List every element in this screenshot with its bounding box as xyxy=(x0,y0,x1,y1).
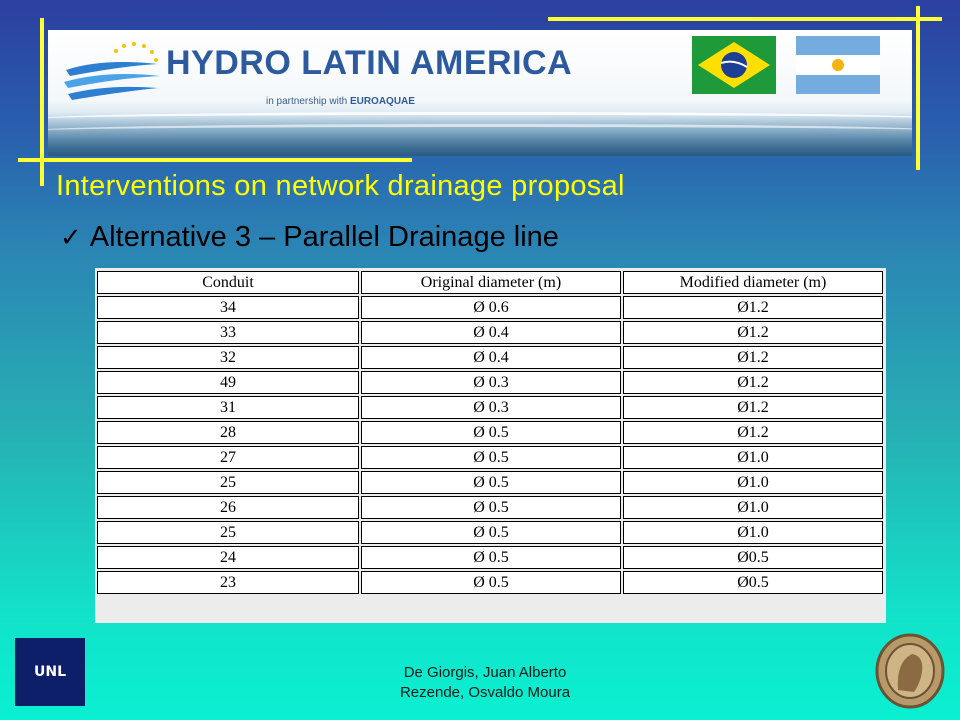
cell-modified-diameter: Ø1.0 xyxy=(622,496,883,519)
table-row: 49 Ø 0.3 Ø1.2 xyxy=(97,371,883,394)
cell-conduit: 28 xyxy=(97,421,359,444)
slide-subtitle: ✓ Alternative 3 – Parallel Drainage line xyxy=(60,221,559,254)
header-banner: HYDRO LATIN AMERICA in partnership with … xyxy=(48,30,912,156)
cell-original-diameter: Ø 0.3 xyxy=(360,396,621,419)
cell-original-diameter: Ø 0.4 xyxy=(360,321,621,344)
brazil-flag-icon xyxy=(692,36,776,94)
unl-logo: UNL xyxy=(15,638,85,706)
cell-original-diameter: Ø 0.4 xyxy=(360,346,621,369)
cell-conduit: 25 xyxy=(97,471,359,494)
checkmark-icon: ✓ xyxy=(60,222,82,252)
frame-line-bottom xyxy=(18,158,412,162)
frame-line-top xyxy=(548,17,942,21)
hydro-latin-america-logo-text: HYDRO LATIN AMERICA xyxy=(166,44,573,82)
cell-conduit: 32 xyxy=(97,346,359,369)
hydro-logo-icon xyxy=(64,42,160,100)
cell-conduit: 25 xyxy=(97,521,359,544)
cell-modified-diameter: Ø1.2 xyxy=(622,321,883,344)
table-row: 32 Ø 0.4 Ø1.2 xyxy=(97,346,883,369)
header-original-diameter: Original diameter (m) xyxy=(360,271,621,294)
diameter-table: Conduit Original diameter (m) Modified d… xyxy=(95,269,885,596)
cell-modified-diameter: Ø1.2 xyxy=(622,421,883,444)
cell-modified-diameter: Ø1.2 xyxy=(622,346,883,369)
cell-original-diameter: Ø 0.5 xyxy=(360,446,621,469)
table-row: 34 Ø 0.6 Ø1.2 xyxy=(97,296,883,319)
partnership-text: in partnership with EUROAQUAE xyxy=(266,96,415,107)
cell-original-diameter: Ø 0.3 xyxy=(360,371,621,394)
cell-modified-diameter: Ø1.2 xyxy=(622,296,883,319)
table-row: 31 Ø 0.3 Ø1.2 xyxy=(97,396,883,419)
cell-conduit: 31 xyxy=(97,396,359,419)
cell-original-diameter: Ø 0.5 xyxy=(360,546,621,569)
cell-conduit: 26 xyxy=(97,496,359,519)
frame-line-right xyxy=(916,6,920,170)
author-line-1: De Giorgis, Juan Alberto xyxy=(403,664,567,681)
cell-conduit: 34 xyxy=(97,296,359,319)
cell-modified-diameter: Ø1.0 xyxy=(622,471,883,494)
author-footer: De Giorgis, Juan Alberto Rezende, Osvald… xyxy=(340,663,630,703)
table-row: 28 Ø 0.5 Ø1.2 xyxy=(97,421,883,444)
header-conduit: Conduit xyxy=(97,271,359,294)
cell-conduit: 27 xyxy=(97,446,359,469)
cell-original-diameter: Ø 0.5 xyxy=(360,571,621,594)
cell-conduit: 23 xyxy=(97,571,359,594)
table-row: 25 Ø 0.5 Ø1.0 xyxy=(97,471,883,494)
cell-modified-diameter: Ø1.0 xyxy=(622,446,883,469)
cell-conduit: 49 xyxy=(97,371,359,394)
table-row: 25 Ø 0.5 Ø1.0 xyxy=(97,521,883,544)
slide-title: Interventions on network drainage propos… xyxy=(56,170,625,202)
table-row: 26 Ø 0.5 Ø1.0 xyxy=(97,496,883,519)
cell-original-diameter: Ø 0.5 xyxy=(360,496,621,519)
header-modified-diameter: Modified diameter (m) xyxy=(622,271,883,294)
table-row: 23 Ø 0.5 Ø0.5 xyxy=(97,571,883,594)
cell-modified-diameter: Ø1.2 xyxy=(622,396,883,419)
university-seal-icon xyxy=(875,633,945,709)
author-line-2: Rezende, Osvaldo Moura xyxy=(399,684,571,701)
cell-original-diameter: Ø 0.5 xyxy=(360,521,621,544)
cell-conduit: 33 xyxy=(97,321,359,344)
table-row: 33 Ø 0.4 Ø1.2 xyxy=(97,321,883,344)
cell-original-diameter: Ø 0.5 xyxy=(360,471,621,494)
frame-line-left xyxy=(40,18,44,186)
argentina-flag-icon xyxy=(796,36,880,94)
diameter-table-container: Conduit Original diameter (m) Modified d… xyxy=(95,268,886,623)
table-row: 27 Ø 0.5 Ø1.0 xyxy=(97,446,883,469)
cell-modified-diameter: Ø0.5 xyxy=(622,546,883,569)
cell-modified-diameter: Ø1.0 xyxy=(622,521,883,544)
cell-modified-diameter: Ø1.2 xyxy=(622,371,883,394)
table-header-row: Conduit Original diameter (m) Modified d… xyxy=(97,271,883,294)
cell-original-diameter: Ø 0.5 xyxy=(360,421,621,444)
cell-modified-diameter: Ø0.5 xyxy=(622,571,883,594)
subtitle-text: Alternative 3 – Parallel Drainage line xyxy=(89,221,559,253)
cell-conduit: 24 xyxy=(97,546,359,569)
table-row: 24 Ø 0.5 Ø0.5 xyxy=(97,546,883,569)
cell-original-diameter: Ø 0.6 xyxy=(360,296,621,319)
